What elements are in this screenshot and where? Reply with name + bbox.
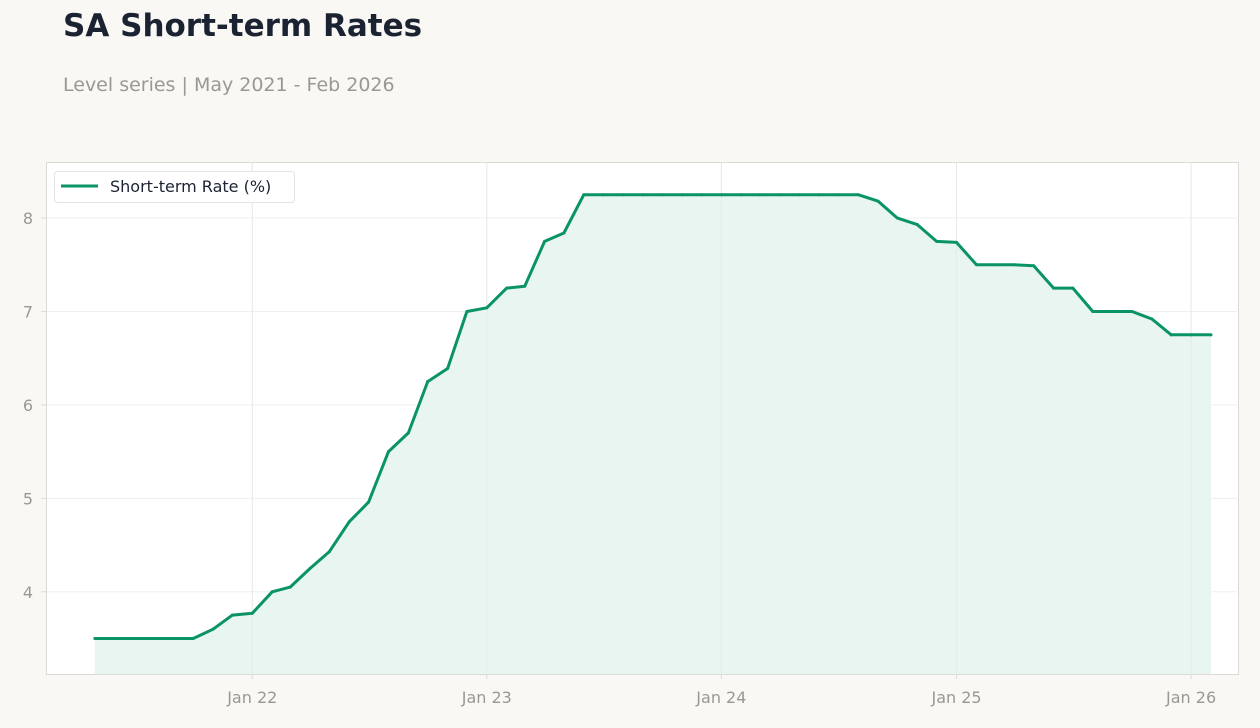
grid-lines-overlay: [251, 163, 1192, 673]
data-point: [992, 263, 996, 267]
data-point: [856, 193, 860, 197]
data-point: [406, 431, 410, 435]
series-area-fill: [94, 194, 1211, 674]
data-point: [1091, 309, 1095, 313]
data-point: [505, 286, 509, 290]
data-point: [543, 239, 547, 243]
data-point: [1052, 286, 1056, 290]
chart-title: SA Short-term Rates: [63, 8, 423, 44]
y-tick-label: 6: [23, 396, 33, 415]
data-point: [485, 306, 489, 310]
data-point: [621, 193, 625, 197]
y-tick-label: 5: [23, 489, 33, 508]
data-point: [582, 193, 586, 197]
data-point: [1111, 309, 1115, 313]
data-point: [719, 193, 723, 197]
data-point: [347, 520, 351, 524]
data-point: [1209, 333, 1213, 337]
data-point: [172, 636, 176, 640]
legend: Short-term Rate (%): [54, 171, 295, 203]
data-point: [367, 500, 371, 504]
legend-box: [54, 171, 295, 203]
data-point: [1071, 286, 1075, 290]
data-point: [1189, 333, 1193, 337]
data-point: [601, 193, 605, 197]
data-point: [446, 366, 450, 370]
data-point: [1012, 263, 1016, 267]
data-point: [562, 231, 566, 235]
data-point: [1032, 264, 1036, 268]
data-point: [758, 193, 762, 197]
data-point: [327, 550, 331, 554]
data-point: [250, 611, 254, 615]
data-point: [895, 216, 899, 220]
data-point: [1150, 317, 1154, 321]
data-point: [132, 636, 136, 640]
y-tick-label: 4: [23, 583, 33, 602]
data-point: [680, 193, 684, 197]
data-point: [955, 240, 959, 244]
data-point: [778, 193, 782, 197]
x-tick-label: Jan 23: [461, 688, 512, 707]
data-point: [386, 450, 390, 454]
data-point: [1169, 333, 1173, 337]
data-point: [876, 199, 880, 203]
data-point: [974, 263, 978, 267]
data-point: [660, 193, 664, 197]
data-point: [308, 566, 312, 570]
data-point: [230, 613, 234, 617]
data-point: [836, 193, 840, 197]
x-tick-label: Jan 26: [1165, 688, 1216, 707]
data-point: [1130, 309, 1134, 313]
series-points: [93, 193, 1213, 640]
x-tick-label: Jan 25: [930, 688, 981, 707]
data-point: [152, 636, 156, 640]
data-point: [211, 627, 215, 631]
data-point: [797, 193, 801, 197]
x-tick-label: Jan 22: [226, 688, 277, 707]
data-point: [739, 193, 743, 197]
data-point: [288, 585, 292, 589]
data-point: [817, 193, 821, 197]
data-point: [641, 193, 645, 197]
legend-entry: Short-term Rate (%): [110, 177, 271, 196]
y-tick-label: 8: [23, 209, 33, 228]
chart-subtitle: Level series | May 2021 - Feb 2026: [63, 74, 395, 96]
y-tick-label: 7: [23, 302, 33, 321]
data-point: [191, 636, 195, 640]
y-axis: 4 5 6 7 8: [23, 209, 46, 602]
data-point: [699, 193, 703, 197]
data-point: [93, 636, 97, 640]
data-point: [915, 223, 919, 227]
data-point: [523, 284, 527, 288]
data-point: [465, 309, 469, 313]
data-point: [426, 380, 430, 384]
series-line: [94, 193, 1211, 640]
data-point: [935, 239, 939, 243]
data-point: [270, 590, 274, 594]
x-axis: Jan 22 Jan 23 Jan 24 Jan 25 Jan 26: [226, 674, 1216, 707]
data-point: [113, 636, 117, 640]
x-tick-label: Jan 24: [695, 688, 746, 707]
